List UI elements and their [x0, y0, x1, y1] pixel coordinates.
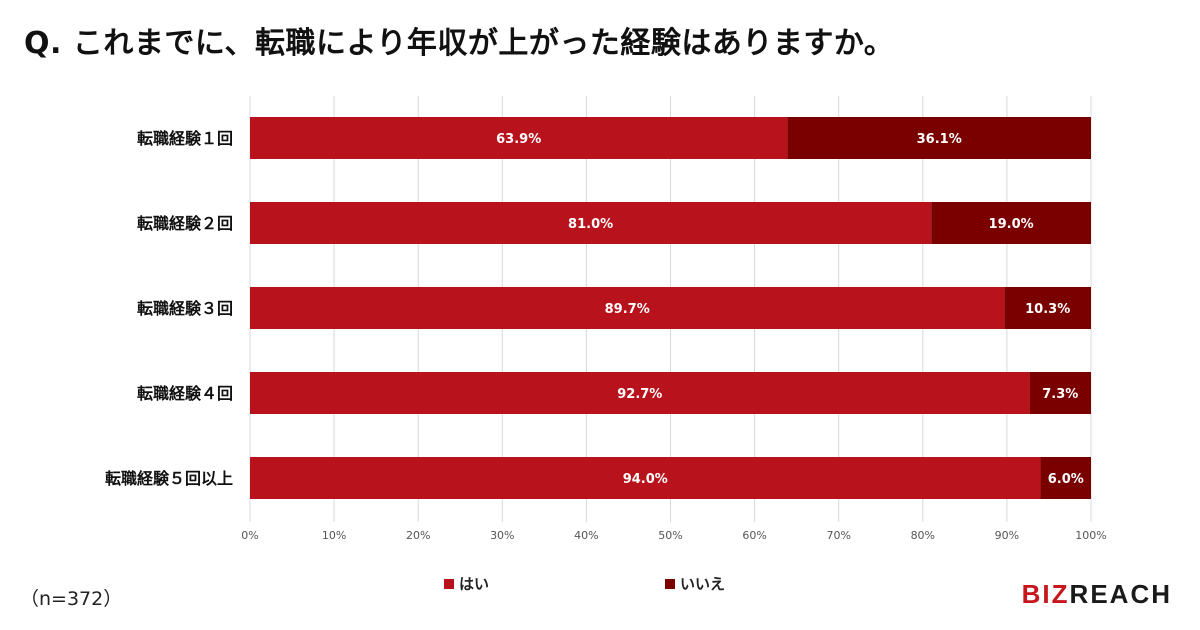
bar-segment	[787, 117, 1091, 159]
bar-value-label: 89.7%	[605, 302, 650, 317]
bar-segment	[250, 202, 932, 244]
x-tick-label: 50%	[658, 529, 682, 542]
logo-part-biz: BIZ	[1021, 578, 1070, 609]
category-label: 転職経験５回以上	[105, 469, 233, 488]
bar-value-label: 19.0%	[989, 217, 1034, 232]
legend-swatch-no	[665, 578, 675, 589]
x-axis-ticks: 0% 10% 20% 30% 40% 50% 60% 70% 80% 90% 100%	[241, 529, 1106, 542]
legend-item-yes: はい	[444, 573, 489, 594]
stacked-bar-chart: 63.9% 36.1% 81.0% 19.0% 89.7% 10.3% 92.7% 7.3% 9…	[105, 96, 1107, 542]
bar-value-label: 10.3%	[1025, 302, 1070, 317]
x-tick-label: 20%	[406, 529, 430, 542]
x-tick-label: 60%	[742, 529, 766, 542]
data-labels: 63.9% 36.1% 81.0% 19.0% 89.7% 10.3% 92.7% 7.3% 9…	[496, 132, 1084, 487]
bar-value-label: 63.9%	[496, 132, 541, 147]
category-label: 転職経験３回	[137, 299, 233, 318]
bizreach-logo: BIZ REACH	[1021, 578, 1172, 609]
x-tick-label: 10%	[322, 529, 346, 542]
bar-segment	[931, 202, 1091, 244]
bar-value-label: 36.1%	[917, 132, 962, 147]
sample-size-note: （n=372）	[20, 588, 123, 610]
legend: はい いいえ	[0, 573, 1200, 593]
category-label: 転職経験１回	[137, 129, 233, 148]
logo-part-reach: REACH	[1069, 578, 1172, 609]
legend-swatch-yes	[444, 578, 454, 589]
x-tick-label: 0%	[241, 529, 258, 542]
bar-segment	[1040, 457, 1091, 499]
category-label: 転職経験２回	[137, 214, 233, 233]
bar-segment	[1029, 372, 1091, 414]
bar-value-label: 94.0%	[623, 472, 668, 487]
bar-value-label: 7.3%	[1042, 387, 1078, 402]
x-tick-label: 30%	[490, 529, 514, 542]
bar-value-label: 6.0%	[1048, 472, 1084, 487]
bars	[250, 117, 1091, 499]
x-tick-label: 90%	[995, 529, 1019, 542]
x-tick-label: 40%	[574, 529, 598, 542]
x-tick-label: 100%	[1075, 529, 1106, 542]
category-label: 転職経験４回	[137, 384, 233, 403]
chart-title: Q. これまでに、転職により年収が上がった経験はありますか。	[24, 26, 895, 61]
legend-label-no: いいえ	[680, 575, 726, 593]
x-tick-label: 80%	[911, 529, 935, 542]
bar-value-label: 92.7%	[617, 387, 662, 402]
bar-value-label: 81.0%	[568, 217, 613, 232]
bar-segment	[1004, 287, 1091, 329]
bar-segment	[250, 457, 1041, 499]
x-tick-label: 70%	[826, 529, 850, 542]
bar-segment	[250, 287, 1005, 329]
legend-item-no: いいえ	[665, 573, 725, 594]
bar-segment	[250, 372, 1030, 414]
bar-segment	[250, 117, 788, 159]
legend-label-yes: はい	[459, 575, 490, 593]
